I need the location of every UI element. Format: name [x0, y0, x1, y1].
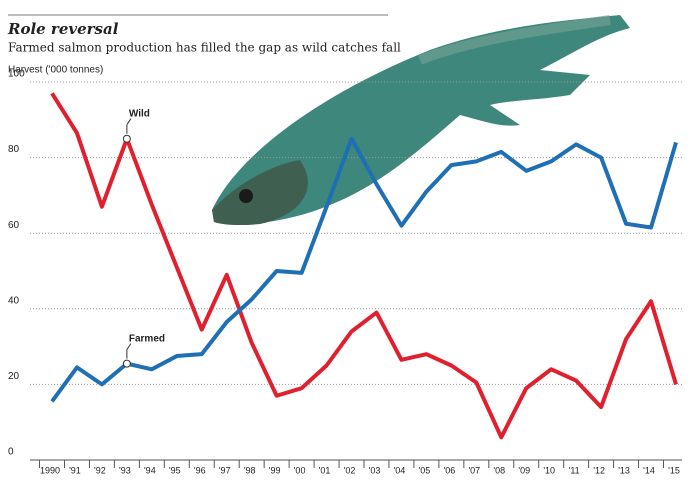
x-tick-label: '13	[618, 465, 630, 475]
annotation-leader	[126, 343, 132, 350]
y-tick-label: 40	[8, 295, 20, 306]
y-tick-label: 0	[8, 447, 14, 458]
x-tick-label: 1990	[40, 465, 60, 475]
x-tick-label: '00	[294, 465, 306, 475]
x-tick-label: '15	[668, 465, 680, 475]
y-axis-label: Harvest ('000 tonnes)	[8, 65, 103, 76]
x-tick-label: '95	[169, 465, 181, 475]
x-tick-label: '12	[593, 465, 605, 475]
fish-illustration	[212, 15, 630, 226]
x-tick-label: '03	[369, 465, 381, 475]
annotation-leader	[126, 118, 132, 125]
x-tick-label: '04	[394, 465, 406, 475]
y-tick-label: 80	[8, 144, 20, 155]
legend-label: Farmed	[129, 333, 165, 344]
chart-title: Role reversal	[7, 20, 119, 38]
x-tick-label: '06	[443, 465, 455, 475]
chart-subtitle: Farmed salmon production has filled the …	[8, 41, 401, 55]
x-tick-label: '96	[194, 465, 206, 475]
y-tick-label: 20	[8, 371, 20, 382]
x-tick-label: '92	[94, 465, 106, 475]
x-tick-label: '08	[493, 465, 505, 475]
series-line	[50, 92, 678, 440]
annotation-marker	[122, 359, 131, 368]
annotation-marker	[122, 134, 131, 143]
x-tick-label: '98	[244, 465, 256, 475]
x-tick-label: '97	[219, 465, 231, 475]
x-tick-label: '94	[144, 465, 156, 475]
x-tick-label: '91	[69, 465, 81, 475]
x-tick-label: '07	[468, 465, 480, 475]
y-tick-label: 100	[8, 69, 25, 80]
x-tick-label: '05	[419, 465, 431, 475]
legend-label: Wild	[129, 108, 150, 119]
x-tick-label: '93	[119, 465, 131, 475]
x-tick-label: '11	[569, 465, 580, 475]
series-line	[50, 136, 678, 403]
x-tick-label: '01	[319, 465, 331, 475]
x-tick-label: '99	[269, 465, 281, 475]
x-tick-label: '09	[518, 465, 530, 475]
x-tick-label: '10	[543, 465, 555, 475]
x-tick-label: '14	[643, 465, 655, 475]
y-tick-label: 60	[8, 220, 20, 231]
x-tick-label: '02	[344, 465, 356, 475]
